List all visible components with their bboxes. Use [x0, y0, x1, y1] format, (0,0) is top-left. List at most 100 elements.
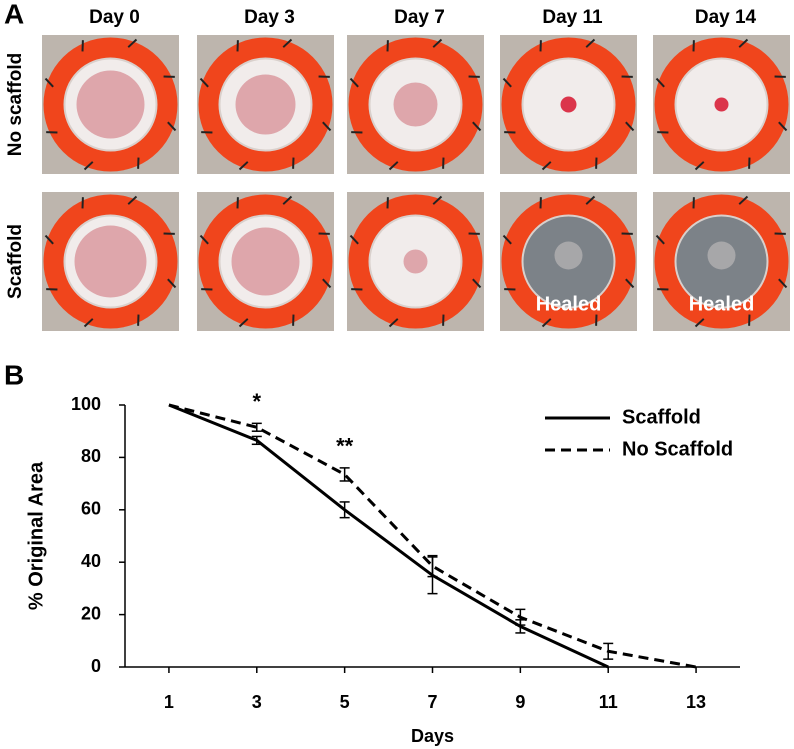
suture [44, 77, 54, 88]
suture [625, 278, 635, 289]
error-bar [427, 554, 438, 578]
photo [653, 35, 790, 174]
series-line [168, 403, 697, 669]
x-tick-label: 9 [515, 692, 525, 712]
y-tick-label: 40 [81, 551, 101, 571]
suture [44, 234, 54, 245]
photo [500, 192, 637, 331]
suture [502, 77, 512, 88]
panel-label: A [4, 0, 24, 29]
legend-label: No Scaffold [622, 438, 733, 460]
x-tick-label: 13 [686, 692, 706, 712]
suture [322, 278, 332, 289]
legend-label: Scaffold [622, 406, 701, 428]
significance: * [253, 389, 262, 414]
suture [778, 121, 788, 132]
error-bar [251, 435, 262, 446]
column-header: Day 0 [89, 7, 140, 28]
y-tick-label: 20 [81, 603, 101, 623]
suture [502, 234, 512, 245]
x-tick-label: 7 [427, 692, 437, 712]
x-axis-label: Days [411, 726, 454, 746]
photo [197, 192, 334, 331]
y-tick-label: 100 [71, 394, 101, 414]
wound [393, 82, 438, 127]
suture [322, 121, 332, 132]
suture [655, 234, 665, 245]
suture [238, 318, 249, 328]
suture [282, 195, 293, 205]
photo [42, 35, 179, 174]
wound [76, 70, 145, 139]
healed-label: Healed [689, 293, 755, 315]
suture [432, 38, 443, 48]
x-tick-label: 11 [599, 692, 618, 712]
row-label: No scaffold [5, 53, 26, 156]
suture [167, 278, 177, 289]
suture [83, 161, 94, 171]
suture [541, 161, 552, 171]
wound [403, 249, 428, 274]
scar [554, 241, 583, 270]
x-tick-label: 5 [340, 692, 350, 712]
photo [653, 192, 790, 331]
suture [585, 195, 596, 205]
suture [541, 318, 552, 328]
wound [74, 225, 147, 298]
y-tick-label: 0 [91, 656, 101, 676]
row-label: Scaffold [5, 224, 26, 299]
suture [738, 195, 749, 205]
error-bar [251, 422, 262, 432]
wound [235, 74, 296, 135]
suture [167, 121, 177, 132]
series-line [168, 403, 609, 669]
suture [472, 278, 482, 289]
significance: ** [336, 434, 354, 459]
suture [694, 161, 705, 171]
suture [388, 318, 399, 328]
column-header: Day 14 [695, 7, 757, 28]
error-bar [515, 608, 526, 626]
suture [349, 77, 359, 88]
column-header: Day 11 [542, 7, 603, 28]
column-header: Day 3 [244, 7, 295, 28]
suture [655, 77, 665, 88]
suture [388, 161, 399, 171]
suture [472, 121, 482, 132]
wound [231, 227, 300, 296]
suture [238, 161, 249, 171]
y-axis-label: % Original Area [25, 461, 47, 610]
wound [714, 97, 729, 112]
suture [199, 234, 209, 245]
error-bar [339, 501, 350, 519]
suture [432, 195, 443, 205]
photo [347, 35, 484, 174]
x-tick-label: 3 [252, 692, 262, 712]
suture [778, 278, 788, 289]
scar [707, 241, 736, 270]
suture [127, 38, 138, 48]
photo [42, 192, 179, 331]
suture [625, 121, 635, 132]
suture [282, 38, 293, 48]
y-tick-label: 80 [81, 446, 101, 466]
x-tick-label: 1 [164, 692, 174, 712]
suture [83, 318, 94, 328]
photo [347, 192, 484, 331]
column-header: Day 7 [394, 7, 445, 28]
photo [500, 35, 637, 174]
suture [199, 77, 209, 88]
wound [560, 96, 577, 113]
y-tick-label: 60 [81, 499, 101, 519]
error-bar [339, 467, 350, 482]
suture [585, 38, 596, 48]
healed-label: Healed [536, 293, 602, 315]
suture [127, 195, 138, 205]
error-bar [603, 642, 614, 660]
photo [197, 35, 334, 174]
panel-label: B [4, 359, 24, 390]
suture [349, 234, 359, 245]
suture [694, 318, 705, 328]
suture [738, 38, 749, 48]
